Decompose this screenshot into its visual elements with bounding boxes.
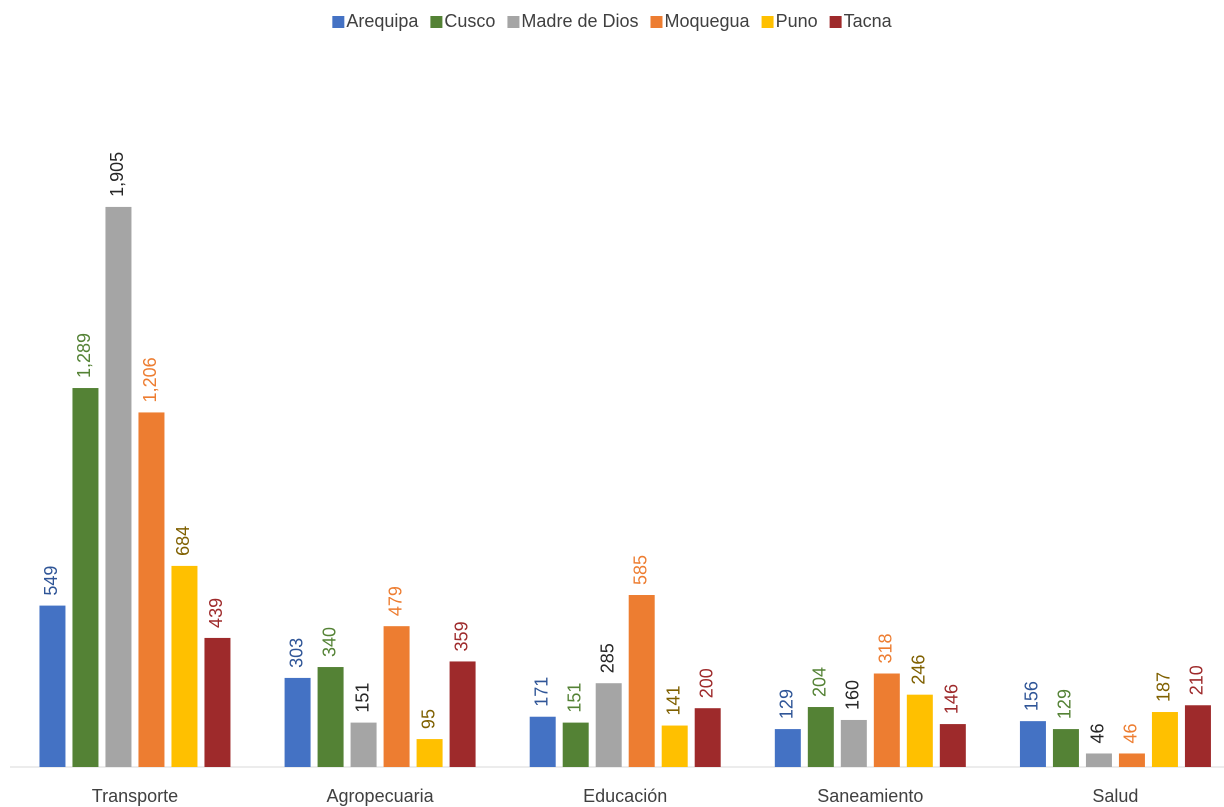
bar — [138, 412, 165, 767]
legend-swatch — [650, 16, 663, 28]
data-label: 340 — [319, 627, 339, 657]
legend-swatch — [507, 16, 520, 28]
data-label: 549 — [41, 566, 61, 596]
bar — [694, 708, 721, 767]
data-label: 285 — [597, 643, 617, 673]
legend-swatch — [332, 16, 345, 28]
data-label: 246 — [909, 655, 929, 685]
data-label: 359 — [451, 621, 471, 651]
data-label: 204 — [810, 667, 830, 697]
bar — [284, 677, 311, 767]
data-label: 187 — [1154, 672, 1174, 702]
bar — [204, 637, 231, 767]
legend-label: Cusco — [444, 11, 495, 31]
bar — [939, 724, 966, 767]
data-label: 1,206 — [140, 357, 160, 402]
bar — [350, 722, 377, 767]
data-label: 46 — [1088, 723, 1108, 743]
data-label: 146 — [942, 684, 962, 714]
data-label: 129 — [777, 689, 797, 719]
legend-swatch — [829, 16, 842, 28]
bar — [383, 626, 410, 767]
bar — [1184, 705, 1211, 767]
bar — [562, 722, 589, 767]
legend-label: Arequipa — [346, 11, 419, 31]
bar — [906, 694, 933, 767]
data-label: 585 — [630, 555, 650, 585]
x-tick-label: Educación — [583, 786, 667, 806]
data-label: 210 — [1187, 665, 1207, 695]
bar — [873, 673, 900, 767]
bar — [105, 206, 132, 767]
legend-label: Tacna — [844, 11, 893, 31]
legend-label: Moquegua — [664, 11, 750, 31]
bar — [774, 729, 801, 767]
data-label: 303 — [286, 638, 306, 668]
legend: Arequipa Cusco Madre de Dios Moquegua Puno Ta… — [332, 11, 893, 31]
data-label: 95 — [418, 709, 438, 729]
data-label: 479 — [385, 586, 405, 616]
data-label: 160 — [843, 680, 863, 710]
bar — [1085, 753, 1112, 767]
bar — [840, 719, 867, 767]
x-tick-label: Saneamiento — [817, 786, 923, 806]
bar — [171, 565, 198, 767]
bar — [1052, 729, 1079, 767]
bar — [1151, 712, 1178, 767]
bar — [661, 725, 688, 767]
data-label: 151 — [564, 683, 584, 713]
data-label: 684 — [173, 526, 193, 556]
data-label: 141 — [663, 685, 683, 715]
data-label: 439 — [206, 598, 226, 628]
bar — [1019, 721, 1046, 767]
legend-label: Madre de Dios — [521, 11, 638, 31]
data-label: 156 — [1022, 681, 1042, 711]
bar — [39, 605, 66, 767]
bar — [449, 661, 476, 767]
data-label: 151 — [352, 683, 372, 713]
bar — [807, 707, 834, 767]
x-tick-label: Agropecuaria — [327, 786, 435, 806]
bar — [529, 716, 556, 767]
bar — [317, 667, 344, 767]
data-label: 1,905 — [107, 152, 127, 197]
bar — [416, 739, 443, 767]
legend-swatch — [761, 16, 774, 28]
data-label: 129 — [1055, 689, 1075, 719]
bar — [595, 683, 622, 767]
data-label: 200 — [696, 668, 716, 698]
data-label: 171 — [531, 677, 551, 707]
x-tick-label: Salud — [1092, 786, 1138, 806]
data-label: 1,289 — [74, 333, 94, 378]
data-label: 318 — [876, 633, 896, 663]
legend-swatch — [430, 16, 443, 28]
legend-label: Puno — [776, 11, 818, 31]
x-tick-label: Transporte — [92, 786, 178, 806]
bar — [72, 388, 99, 767]
bar — [1118, 753, 1145, 767]
bar — [628, 595, 655, 767]
data-label: 46 — [1121, 723, 1141, 743]
